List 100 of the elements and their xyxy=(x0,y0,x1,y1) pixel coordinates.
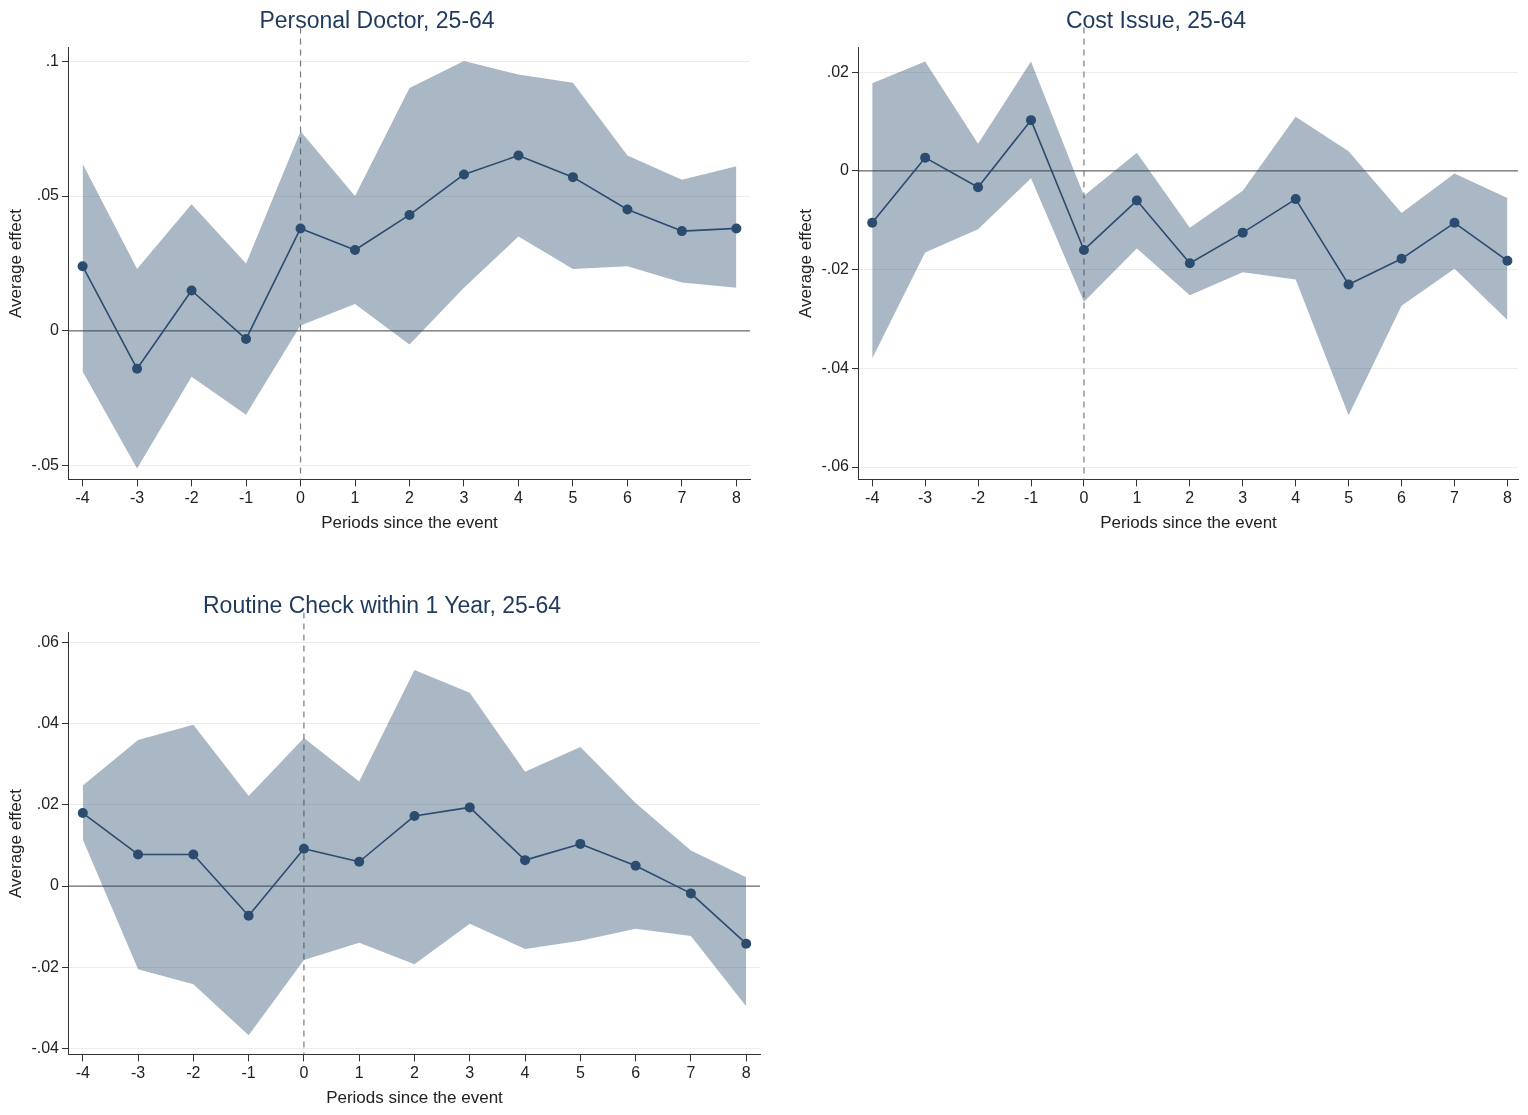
x-tick-label: -1 xyxy=(241,1064,256,1082)
x-tick-label: 3 xyxy=(459,489,469,507)
y-axis-title: Average effect xyxy=(5,788,25,899)
point xyxy=(920,152,931,163)
y-tick-label: -.04 xyxy=(821,358,850,376)
x-tick-label: 0 xyxy=(1079,489,1089,507)
point xyxy=(1502,255,1513,266)
point xyxy=(1131,195,1142,206)
y-tick-label: .02 xyxy=(826,62,850,80)
x-tick-label: -4 xyxy=(75,489,90,507)
point xyxy=(1449,217,1460,228)
x-tick-label: 0 xyxy=(299,1064,309,1082)
point xyxy=(133,849,144,860)
y-tick-label: .06 xyxy=(36,633,60,651)
point xyxy=(630,860,641,871)
point xyxy=(77,261,88,272)
x-axis-title: Periods since the event xyxy=(1100,513,1278,533)
x-tick-label: 1 xyxy=(1132,489,1142,507)
point xyxy=(741,938,752,949)
x-tick-label: 6 xyxy=(1397,489,1407,507)
chart-title: Routine Check within 1 Year, 25-64 xyxy=(202,592,562,619)
point xyxy=(1237,227,1248,238)
point xyxy=(354,856,365,867)
x-tick-label: 4 xyxy=(1291,489,1301,507)
y-tick-label: -.05 xyxy=(31,456,60,474)
x-tick-label: -3 xyxy=(918,489,933,507)
point xyxy=(1290,194,1301,205)
y-tick-label: .1 xyxy=(45,51,60,69)
x-tick-label: 3 xyxy=(465,1064,475,1082)
x-tick-label: 5 xyxy=(568,489,578,507)
point xyxy=(404,209,415,220)
point xyxy=(241,334,252,345)
x-tick-label: 4 xyxy=(514,489,523,507)
x-tick-label: 1 xyxy=(354,1064,364,1082)
point xyxy=(567,172,578,183)
x-tick-label: 0 xyxy=(296,489,306,507)
y-tick-label: 0 xyxy=(840,161,850,179)
x-axis-title: Periods since the event xyxy=(321,513,499,533)
x-tick-label: -3 xyxy=(129,489,145,507)
y-tick-label: -.02 xyxy=(821,260,850,278)
point xyxy=(520,855,531,866)
y-tick-label: -.06 xyxy=(821,457,850,475)
point xyxy=(409,810,420,821)
x-tick-label: 7 xyxy=(1450,489,1460,507)
x-tick-label: 5 xyxy=(575,1064,585,1082)
point xyxy=(298,843,309,854)
x-tick-label: 6 xyxy=(622,489,632,507)
point xyxy=(575,838,586,849)
point xyxy=(973,182,984,193)
chart-title: Personal Doctor, 25-64 xyxy=(259,7,495,34)
point xyxy=(1026,115,1037,126)
chart-title: Cost Issue, 25-64 xyxy=(1065,7,1247,34)
point xyxy=(243,910,254,921)
x-tick-label: -4 xyxy=(75,1064,90,1082)
x-tick-label: 4 xyxy=(520,1064,530,1082)
point xyxy=(464,802,475,813)
point xyxy=(867,217,878,228)
point xyxy=(731,223,742,234)
y-tick-label: .04 xyxy=(36,714,60,732)
x-tick-label: -2 xyxy=(970,489,986,507)
x-tick-label: 6 xyxy=(631,1064,641,1082)
x-tick-label: 2 xyxy=(410,1064,420,1082)
x-axis-title: Periods since the event xyxy=(326,1088,504,1108)
point xyxy=(1343,279,1354,290)
y-axis-title: Average effect xyxy=(795,208,815,319)
x-tick-label: 8 xyxy=(741,1064,751,1082)
point xyxy=(188,849,199,860)
point xyxy=(622,204,633,215)
x-tick-label: -3 xyxy=(130,1064,146,1082)
x-tick-label: -2 xyxy=(186,1064,201,1082)
point xyxy=(186,285,197,296)
x-tick-label: -1 xyxy=(1023,489,1039,507)
x-tick-label: 7 xyxy=(677,489,687,507)
point xyxy=(350,245,360,256)
x-tick-label: 5 xyxy=(1344,489,1354,507)
x-tick-label: 1 xyxy=(350,489,360,507)
y-tick-label: 0 xyxy=(50,876,60,894)
point xyxy=(1078,244,1089,255)
x-tick-label: 2 xyxy=(405,489,415,507)
x-tick-label: 2 xyxy=(1185,489,1195,507)
point xyxy=(458,169,469,180)
x-tick-label: -2 xyxy=(184,489,199,507)
point xyxy=(77,808,88,819)
point xyxy=(1396,253,1407,264)
point xyxy=(1184,258,1195,269)
y-tick-label: .02 xyxy=(36,795,60,813)
x-tick-label: -4 xyxy=(865,489,880,507)
point xyxy=(513,150,524,161)
x-tick-label: 8 xyxy=(1502,489,1512,507)
point xyxy=(685,888,696,899)
y-tick-label: -.04 xyxy=(31,1038,60,1056)
y-tick-label: -.02 xyxy=(31,957,60,975)
y-axis-title: Average effect xyxy=(5,208,25,319)
x-tick-label: 8 xyxy=(731,489,741,507)
x-tick-label: 7 xyxy=(686,1064,696,1082)
point xyxy=(295,223,306,234)
x-tick-label: 3 xyxy=(1238,489,1248,507)
y-tick-label: .05 xyxy=(36,186,60,204)
x-tick-label: -1 xyxy=(238,489,254,507)
point xyxy=(132,363,143,374)
